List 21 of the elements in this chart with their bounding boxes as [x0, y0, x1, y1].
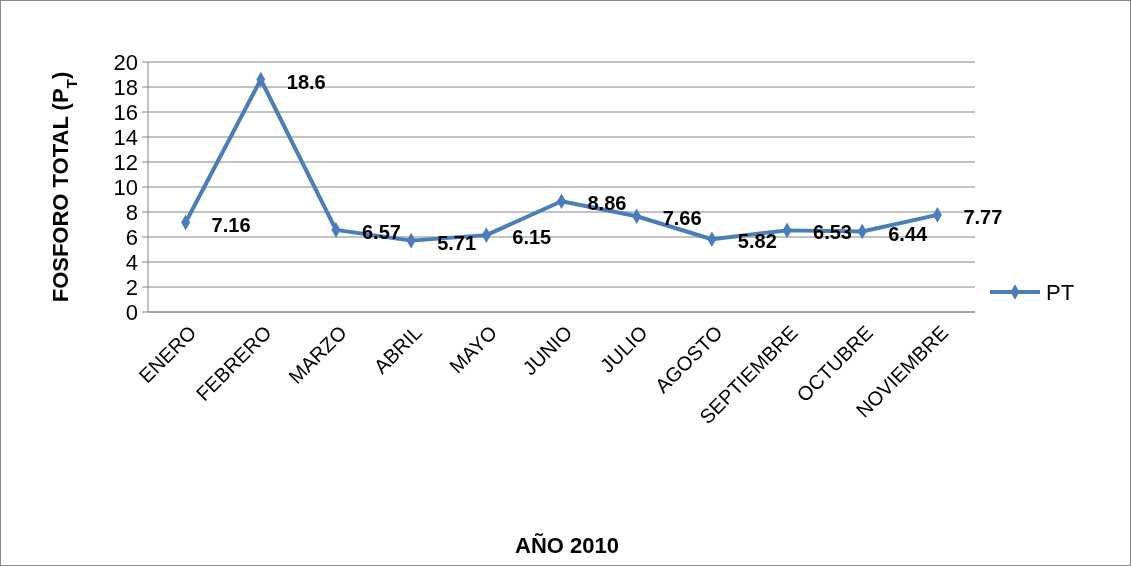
y-tick-label: 4 — [125, 249, 138, 275]
y-tick-label: 14 — [113, 124, 138, 150]
y-tick-label: 18 — [113, 74, 138, 100]
data-label: 18.6 — [286, 70, 326, 93]
data-label: 6.44 — [888, 222, 929, 245]
y-tick-label: 20 — [113, 49, 138, 75]
data-label: 6.15 — [512, 226, 552, 249]
y-tick-label: 6 — [125, 224, 138, 250]
data-label: 5.82 — [737, 230, 777, 253]
y-tick-label: 0 — [125, 299, 138, 325]
y-tick-label: 16 — [113, 99, 138, 125]
data-label: 7.66 — [662, 207, 702, 230]
data-label: 7.16 — [211, 213, 251, 236]
legend-label: PT — [1046, 279, 1075, 305]
data-label: 8.86 — [587, 192, 627, 215]
data-label: 7.77 — [963, 205, 1003, 228]
y-tick-label: 8 — [125, 199, 138, 225]
y-tick-label: 12 — [113, 149, 138, 175]
y-tick-label: 10 — [113, 174, 138, 200]
y-tick-label: 2 — [125, 274, 138, 300]
x-axis-title: AÑO 2010 — [515, 533, 619, 558]
